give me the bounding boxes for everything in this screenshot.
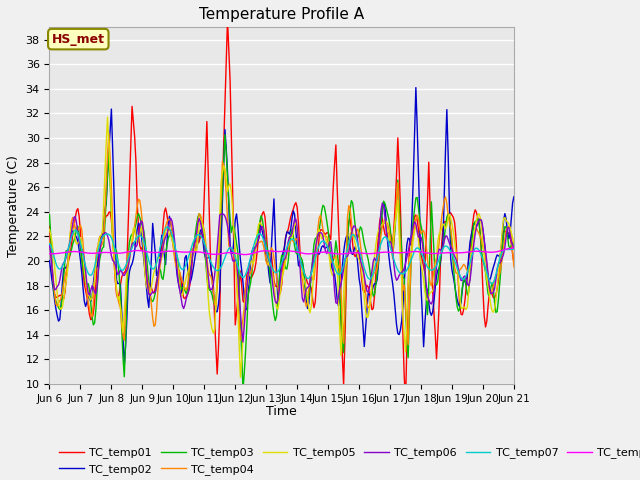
Line: TC_temp06: TC_temp06 <box>49 203 514 342</box>
Y-axis label: Temperature (C): Temperature (C) <box>7 155 20 257</box>
TC_temp08 <box>45 251 53 257</box>
TC_temp07 <box>488 281 496 287</box>
TC_temp07 <box>510 246 518 252</box>
TC_temp05 <box>237 374 244 380</box>
TC_temp07 <box>337 270 345 276</box>
TC_temp04 <box>58 289 66 295</box>
TC_temp04 <box>327 260 335 266</box>
TC_temp02 <box>312 253 319 259</box>
TC_temp03 <box>132 221 140 227</box>
TC_temp01 <box>402 399 410 405</box>
TC_temp03 <box>510 241 518 247</box>
TC_temp05 <box>133 240 141 246</box>
TC_temp08 <box>242 252 250 257</box>
TC_temp06 <box>132 244 140 250</box>
TC_temp01 <box>45 223 53 229</box>
TC_temp08 <box>312 250 319 256</box>
TC_temp07 <box>163 224 171 230</box>
TC_temp06 <box>45 242 53 248</box>
TC_temp05 <box>104 114 111 120</box>
TC_temp05 <box>510 240 518 246</box>
Title: Temperature Profile A: Temperature Profile A <box>199 7 364 22</box>
TC_temp04 <box>133 204 141 209</box>
TC_temp01 <box>132 158 140 164</box>
TC_temp06 <box>58 263 66 268</box>
TC_temp02 <box>510 194 518 200</box>
TC_temp03 <box>58 294 66 300</box>
TC_temp06 <box>312 247 319 253</box>
TC_temp01 <box>223 16 231 22</box>
TC_temp01 <box>456 302 463 308</box>
Line: TC_temp03: TC_temp03 <box>49 135 514 390</box>
Text: HS_met: HS_met <box>52 33 105 46</box>
TC_temp05 <box>339 323 346 328</box>
X-axis label: Time: Time <box>266 405 297 418</box>
TC_temp05 <box>456 295 463 301</box>
TC_temp04 <box>105 130 113 136</box>
TC_temp02 <box>45 258 53 264</box>
TC_temp07 <box>327 253 335 259</box>
TC_temp08 <box>58 250 66 256</box>
TC_temp02 <box>337 281 345 287</box>
Line: TC_temp07: TC_temp07 <box>49 227 514 284</box>
TC_temp03 <box>328 258 336 264</box>
Legend: TC_temp01, TC_temp02, TC_temp03, TC_temp04, TC_temp05, TC_temp06, TC_temp07, TC_: TC_temp01, TC_temp02, TC_temp03, TC_temp… <box>55 443 640 480</box>
Line: TC_temp05: TC_temp05 <box>49 117 514 377</box>
TC_temp06 <box>378 200 386 206</box>
TC_temp08 <box>132 248 140 253</box>
TC_temp05 <box>45 227 53 232</box>
TC_temp02 <box>133 227 141 232</box>
TC_temp08 <box>327 250 335 256</box>
TC_temp03 <box>313 235 321 240</box>
TC_temp03 <box>456 306 463 312</box>
TC_temp01 <box>337 317 345 323</box>
TC_temp02 <box>412 85 420 91</box>
TC_temp08 <box>510 245 518 251</box>
Line: TC_temp01: TC_temp01 <box>49 19 514 402</box>
Line: TC_temp08: TC_temp08 <box>49 248 514 254</box>
TC_temp04 <box>337 290 345 296</box>
TC_temp02 <box>58 280 66 286</box>
TC_temp06 <box>337 280 345 286</box>
TC_temp01 <box>312 300 319 305</box>
TC_temp01 <box>510 261 518 266</box>
TC_temp08 <box>337 251 345 257</box>
TC_temp04 <box>45 239 53 244</box>
TC_temp02 <box>456 304 463 310</box>
TC_temp07 <box>454 269 462 275</box>
TC_temp04 <box>404 342 412 348</box>
TC_temp04 <box>510 264 518 270</box>
TC_temp07 <box>312 255 319 261</box>
TC_temp05 <box>58 304 66 310</box>
TC_temp01 <box>58 294 66 300</box>
TC_temp01 <box>327 237 335 242</box>
TC_temp07 <box>45 241 53 247</box>
TC_temp06 <box>510 246 518 252</box>
TC_temp07 <box>132 237 140 242</box>
TC_temp06 <box>239 339 247 345</box>
Line: TC_temp02: TC_temp02 <box>49 88 514 365</box>
TC_temp02 <box>327 258 335 264</box>
TC_temp02 <box>120 362 128 368</box>
TC_temp05 <box>328 272 336 278</box>
TC_temp07 <box>58 264 66 269</box>
TC_temp08 <box>454 250 462 256</box>
TC_temp03 <box>239 387 247 393</box>
TC_temp04 <box>312 264 319 270</box>
TC_temp05 <box>313 237 321 242</box>
TC_temp03 <box>45 212 53 217</box>
TC_temp06 <box>327 239 335 245</box>
TC_temp03 <box>339 340 346 346</box>
TC_temp03 <box>221 132 228 138</box>
TC_temp04 <box>456 267 463 273</box>
Line: TC_temp04: TC_temp04 <box>49 133 514 345</box>
TC_temp06 <box>456 273 463 279</box>
